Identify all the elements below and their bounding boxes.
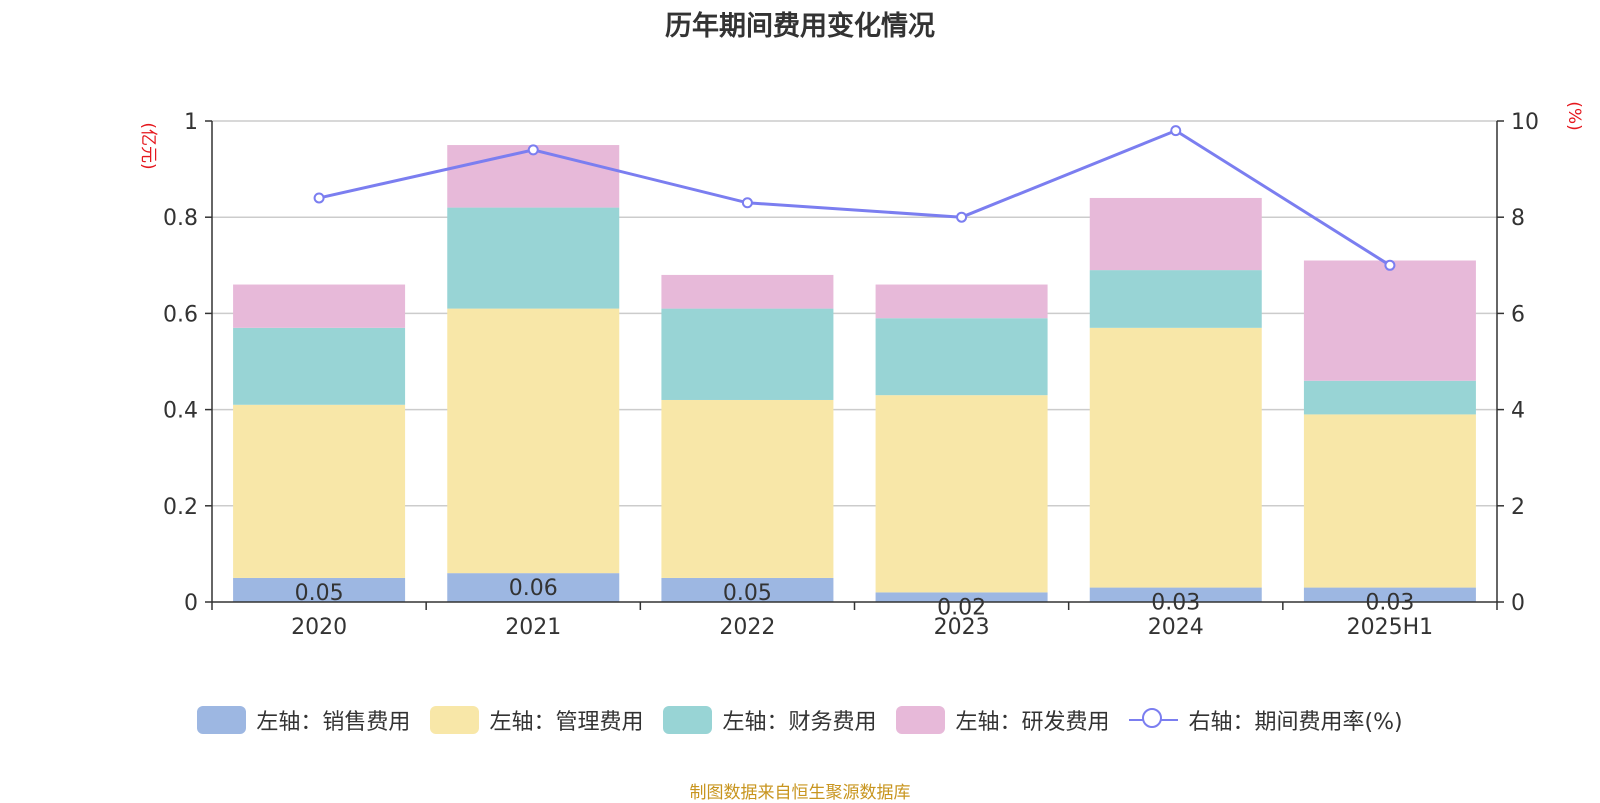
bar-segment <box>661 399 834 578</box>
bar-data-label: 0.03 <box>1151 591 1200 616</box>
legend-label: 右轴：期间费用率(%) <box>1188 710 1403 735</box>
bar-data-label: 0.05 <box>295 581 344 606</box>
legend-label: 左轴：财务费用 <box>722 710 877 735</box>
legend-label: 左轴：销售费用 <box>256 710 411 735</box>
bar-segment <box>1089 587 1262 602</box>
right-tick-label: 4 <box>1511 399 1525 424</box>
legend-item[interactable]: 左轴：财务费用 <box>663 704 876 736</box>
bar-segment <box>661 577 834 602</box>
chart-title: 历年期间费用变化情况 <box>665 11 935 42</box>
left-tick-label: 0.2 <box>163 495 198 520</box>
bar-segment <box>447 573 620 602</box>
bar-segment <box>447 145 620 208</box>
x-tick-label: 2021 <box>505 615 561 640</box>
bar-segment <box>233 404 406 578</box>
bar-data-label: 0.02 <box>937 595 986 620</box>
bar-segment <box>1089 327 1262 588</box>
left-tick-label: 0.8 <box>163 206 198 231</box>
right-tick-label: 6 <box>1511 302 1525 327</box>
left-tick-label: 0.4 <box>163 399 198 424</box>
bar-segment <box>1303 260 1476 381</box>
legend-label: 左轴：研发费用 <box>955 710 1110 735</box>
bar-segment <box>1303 380 1476 415</box>
bar-segment <box>661 308 834 400</box>
bar-segment <box>233 577 406 602</box>
rate-line <box>313 125 1396 271</box>
legend-item[interactable]: 左轴：销售费用 <box>197 704 410 736</box>
legend-item[interactable]: 左轴：管理费用 <box>430 704 643 736</box>
x-tick-label: 2024 <box>1148 615 1204 640</box>
rate-point <box>956 211 968 223</box>
bar-segment <box>1303 414 1476 588</box>
legend-swatch <box>197 706 247 734</box>
x-tick-label: 2025H1 <box>1347 615 1434 640</box>
left-tick-label: 0 <box>184 591 198 616</box>
rate-point <box>1170 125 1182 137</box>
bar-segment <box>875 318 1048 396</box>
bar-segment <box>1303 587 1476 602</box>
left-axis-unit: (亿元) <box>138 122 158 169</box>
legend-swatch <box>430 706 480 734</box>
bar-segment <box>447 308 620 574</box>
legend-swatch <box>896 706 946 734</box>
right-tick-label: 8 <box>1511 206 1525 231</box>
x-tick-label: 2022 <box>719 615 775 640</box>
legend-label: 左轴：管理费用 <box>489 710 644 735</box>
gridlines <box>212 120 1497 507</box>
bar-segment <box>233 327 406 405</box>
left-tick-label: 1 <box>184 110 198 135</box>
bar-segment <box>875 284 1048 319</box>
right-tick-label: 2 <box>1511 495 1525 520</box>
bar-segment <box>1089 270 1262 328</box>
rate-point <box>1384 259 1396 271</box>
right-tick-label: 0 <box>1511 591 1525 616</box>
rate-point <box>741 197 753 209</box>
bar-segment <box>1089 197 1262 271</box>
right-tick-label: 10 <box>1511 110 1539 135</box>
bar-segment <box>875 592 1048 602</box>
x-tick-label: 2023 <box>934 615 990 640</box>
bars <box>233 145 1476 602</box>
bar-segment <box>875 395 1048 593</box>
legend-line-marker <box>1129 706 1179 734</box>
rate-point <box>527 144 539 156</box>
legend: 左轴：销售费用 左轴：管理费用 左轴：财务费用 左轴：研发费用 右轴：期间费用率(%) <box>0 705 1600 735</box>
source-note: 制图数据来自恒生聚源数据库 <box>689 783 911 803</box>
bar-data-label: 0.05 <box>723 581 772 606</box>
bar-data-label: 0.06 <box>509 576 558 601</box>
right-axis-unit: (%) <box>1564 101 1584 130</box>
x-tick-label: 2020 <box>291 615 347 640</box>
bar-segment <box>661 274 834 309</box>
bar-data-label: 0.03 <box>1365 591 1414 616</box>
left-tick-label: 0.6 <box>163 302 198 327</box>
data-labels: 0.05 0.06 0.05 0.02 0.03 0.03 <box>295 576 1415 620</box>
legend-item[interactable]: 右轴：期间费用率(%) <box>1129 704 1403 736</box>
legend-item[interactable]: 左轴：研发费用 <box>896 704 1109 736</box>
rate-point <box>313 192 325 204</box>
legend-swatch <box>663 706 713 734</box>
bar-segment <box>447 207 620 309</box>
rate-polyline <box>318 128 1391 267</box>
bar-segment <box>233 284 406 328</box>
